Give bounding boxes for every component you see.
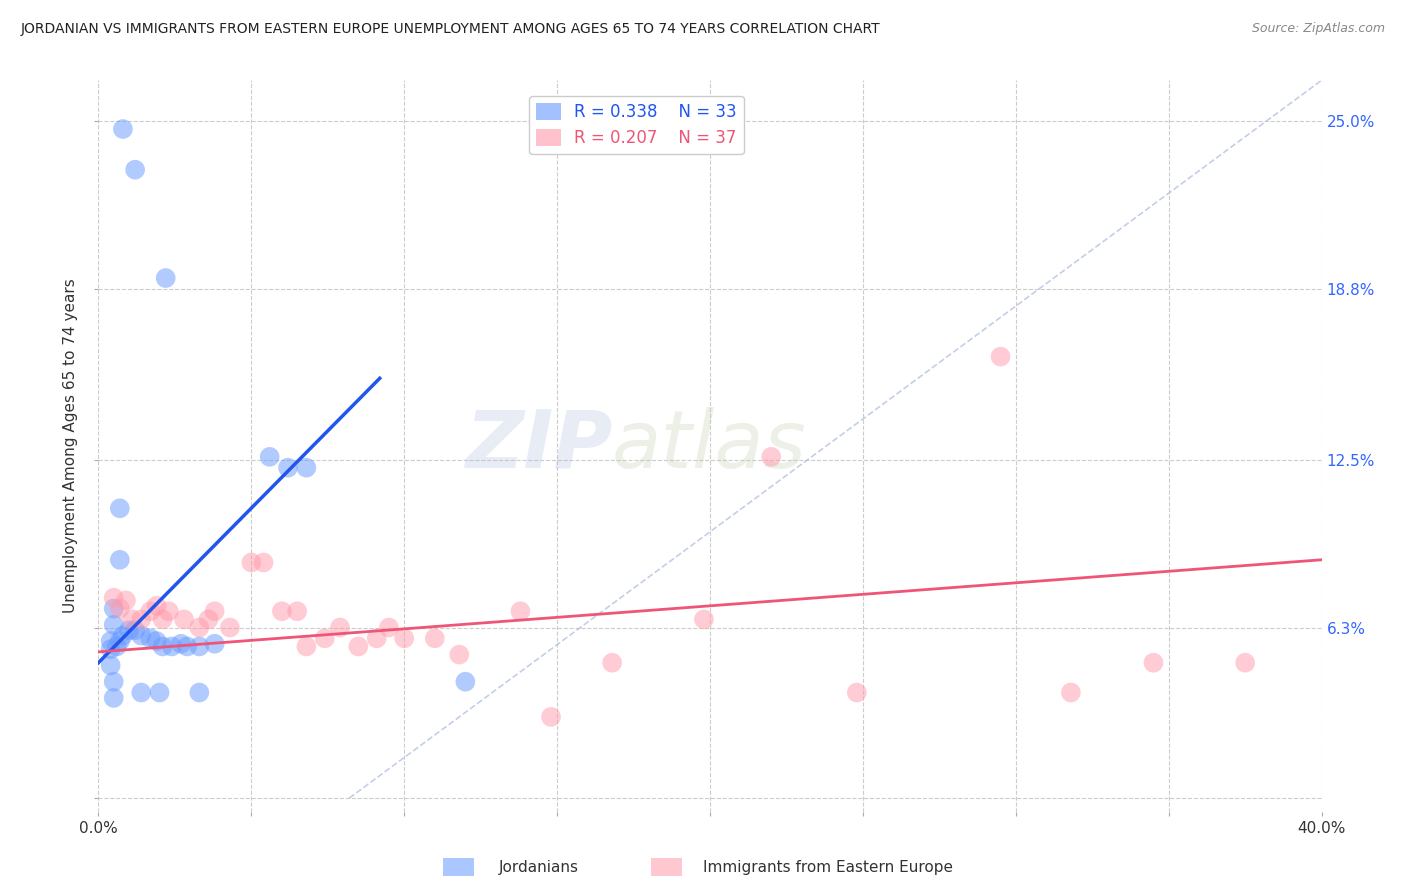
Point xyxy=(295,460,318,475)
Point xyxy=(188,640,211,654)
Point xyxy=(115,593,138,607)
Point xyxy=(285,604,308,618)
Point xyxy=(124,162,146,177)
Point xyxy=(139,604,162,618)
Point xyxy=(121,612,143,626)
Point xyxy=(108,601,131,615)
Point xyxy=(1142,656,1164,670)
Point xyxy=(100,642,122,657)
Point xyxy=(270,604,292,618)
Point xyxy=(759,450,782,464)
Point xyxy=(152,640,174,654)
Point xyxy=(188,620,211,634)
Point xyxy=(219,620,242,634)
Point xyxy=(100,634,122,648)
Point xyxy=(176,640,198,654)
Point xyxy=(600,656,623,670)
Point xyxy=(540,710,562,724)
Point xyxy=(157,604,180,618)
Point xyxy=(1234,656,1257,670)
Point xyxy=(378,620,401,634)
Text: Immigrants from Eastern Europe: Immigrants from Eastern Europe xyxy=(703,860,953,874)
Point xyxy=(145,634,167,648)
Point xyxy=(845,685,868,699)
Point xyxy=(105,640,128,654)
Point xyxy=(145,599,167,613)
Point xyxy=(170,637,193,651)
Point xyxy=(118,624,141,638)
Point xyxy=(509,604,531,618)
Point xyxy=(173,612,195,626)
Text: Jordanians: Jordanians xyxy=(499,860,579,874)
Y-axis label: Unemployment Among Ages 65 to 74 years: Unemployment Among Ages 65 to 74 years xyxy=(63,278,79,614)
Point xyxy=(240,556,263,570)
Point xyxy=(108,634,131,648)
Point xyxy=(139,632,162,646)
Point xyxy=(129,612,152,626)
Point xyxy=(149,685,172,699)
Point xyxy=(423,632,446,646)
Point xyxy=(103,601,125,615)
Point xyxy=(392,632,416,646)
Point xyxy=(188,685,211,699)
Point xyxy=(129,685,152,699)
Point xyxy=(1060,685,1083,699)
Point xyxy=(366,632,388,646)
Point xyxy=(152,612,174,626)
Point xyxy=(277,460,299,475)
Point xyxy=(100,658,122,673)
Text: Source: ZipAtlas.com: Source: ZipAtlas.com xyxy=(1251,22,1385,36)
Point xyxy=(449,648,471,662)
Point xyxy=(295,640,318,654)
Point xyxy=(103,591,125,605)
Point xyxy=(111,122,134,136)
Point xyxy=(108,501,131,516)
Point xyxy=(160,640,183,654)
Point xyxy=(204,604,226,618)
Point xyxy=(314,632,336,646)
Point xyxy=(204,637,226,651)
Point xyxy=(124,624,146,638)
Point xyxy=(259,450,281,464)
Point xyxy=(155,271,177,285)
Point xyxy=(103,617,125,632)
Text: ZIP: ZIP xyxy=(465,407,612,485)
Point xyxy=(111,629,134,643)
Point xyxy=(103,690,125,705)
Point xyxy=(103,674,125,689)
Point xyxy=(252,556,274,570)
Point xyxy=(990,350,1012,364)
Point xyxy=(454,674,477,689)
Point xyxy=(197,612,219,626)
Point xyxy=(129,629,152,643)
Point xyxy=(329,620,352,634)
Text: atlas: atlas xyxy=(612,407,807,485)
Point xyxy=(108,553,131,567)
Legend: R = 0.338    N = 33, R = 0.207    N = 37: R = 0.338 N = 33, R = 0.207 N = 37 xyxy=(530,96,744,154)
Point xyxy=(347,640,370,654)
Point xyxy=(693,612,716,626)
Text: JORDANIAN VS IMMIGRANTS FROM EASTERN EUROPE UNEMPLOYMENT AMONG AGES 65 TO 74 YEA: JORDANIAN VS IMMIGRANTS FROM EASTERN EUR… xyxy=(21,22,880,37)
